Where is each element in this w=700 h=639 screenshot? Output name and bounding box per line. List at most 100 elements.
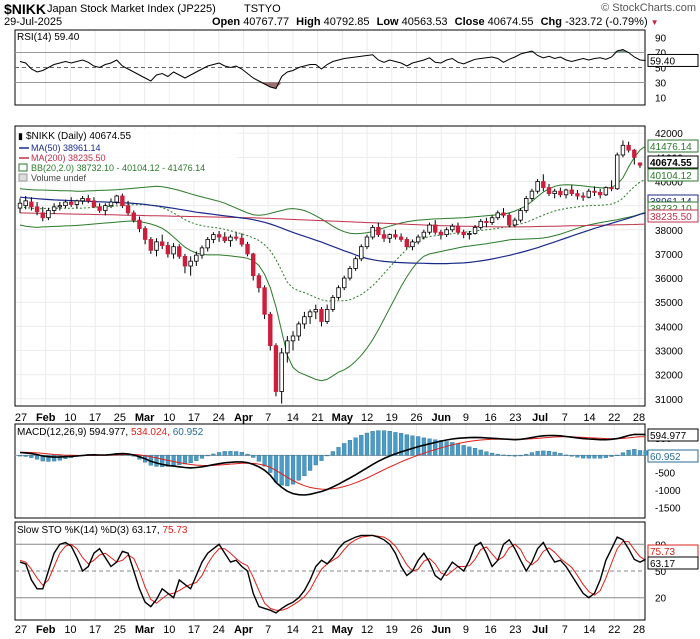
candle-body — [114, 195, 119, 203]
macd-histogram-bar — [501, 454, 506, 456]
candle-body — [160, 241, 165, 246]
candle-body — [188, 260, 193, 267]
x-axis-label: 28 — [633, 412, 645, 424]
candle-body — [80, 198, 85, 202]
macd-histogram-bar — [17, 455, 23, 457]
macd-histogram-bar — [194, 455, 199, 461]
macd-histogram-bar — [290, 455, 296, 485]
candle-body — [46, 210, 51, 219]
macd-histogram-bar — [620, 452, 626, 456]
candle-body — [552, 190, 557, 194]
macd-line — [19, 433, 646, 496]
macd-legend-part: 60.952 — [173, 427, 204, 438]
price-ytick: 31000 — [655, 395, 683, 406]
candle-body — [154, 241, 159, 251]
candle-body — [427, 224, 432, 233]
candle-body — [182, 255, 188, 267]
price-ytick: 36000 — [655, 274, 683, 285]
macd-ytick: -1500 — [655, 504, 681, 515]
candle-body — [302, 316, 307, 325]
macd-histogram-bar — [512, 455, 517, 457]
candle-body — [148, 239, 154, 251]
x-axis-label: Feb — [36, 624, 56, 636]
macd-histogram-bar — [199, 455, 205, 459]
candle-body — [131, 212, 136, 221]
candle-body — [563, 189, 569, 196]
price-tag: 38235.50 — [650, 212, 692, 223]
sto-legend-part: 75.73 — [162, 525, 187, 536]
candle-body — [609, 187, 614, 190]
macd-histogram-bar — [563, 454, 569, 456]
candle-body — [228, 236, 233, 242]
candle-body — [472, 226, 478, 234]
price-panel — [14, 125, 646, 407]
candle-body — [438, 231, 444, 236]
price-tag: 40674.55 — [650, 158, 692, 169]
macd-histogram-bar — [478, 449, 483, 456]
x-axis-label: 21 — [312, 412, 324, 424]
macd-histogram-bar — [228, 451, 233, 456]
macd-histogram-bar — [296, 455, 301, 481]
macd-histogram-bar — [177, 455, 182, 465]
candle-body — [461, 231, 466, 236]
macd-histogram-bar — [586, 455, 591, 459]
change-label: Chg — [540, 16, 562, 28]
macd-histogram-bar — [552, 451, 557, 456]
macd-histogram-bar — [279, 455, 284, 486]
x-axis-label: 27 — [15, 412, 27, 424]
sto-k-tag: 63.17 — [650, 559, 675, 570]
x-axis-label: Jun — [431, 412, 451, 424]
candle-body — [421, 231, 427, 238]
x-axis-label: Apr — [234, 412, 254, 424]
x-axis-label: 17 — [188, 624, 200, 636]
macd-histogram-bar — [251, 455, 256, 458]
candle-body — [74, 200, 80, 205]
candle-body — [222, 236, 227, 242]
x-axis-label: 21 — [312, 624, 324, 636]
macd-histogram-bar — [598, 455, 603, 459]
macd-histogram-bar — [455, 443, 461, 456]
candle-body — [17, 202, 23, 209]
x-axis-label: 25 — [114, 624, 126, 636]
price-ytick: 40000 — [655, 178, 683, 189]
price-ytick: 32000 — [655, 371, 683, 382]
x-axis-label: 12 — [361, 412, 373, 424]
bb-legend-swatch — [18, 163, 28, 172]
sto-ytick: 50 — [655, 567, 667, 578]
macd-ytick: -1000 — [655, 486, 681, 497]
x-axis-label: 24 — [213, 412, 225, 424]
candle-body — [359, 246, 364, 260]
candle-body — [393, 234, 398, 238]
macd-histogram-bar — [421, 437, 426, 456]
x-axis-label: Jun — [431, 624, 451, 636]
candle-body — [199, 247, 205, 256]
sto-legend-part: 63.17, — [132, 525, 163, 536]
candle-body — [216, 234, 222, 238]
candle-body — [512, 219, 518, 226]
macd-histogram-bar — [410, 435, 415, 456]
candle-body — [86, 198, 91, 202]
x-axis-label: 7 — [265, 624, 271, 636]
macd-histogram-bar — [205, 455, 210, 457]
macd-histogram-bar — [239, 452, 244, 456]
candle-body — [40, 212, 45, 219]
price-ytick: 35000 — [655, 298, 683, 309]
candle-body — [450, 225, 455, 231]
candle-body — [546, 187, 552, 194]
x-axis-label: Apr — [234, 624, 254, 636]
date-label: 29-Jul-2025 — [4, 16, 63, 28]
macd-histogram-bar — [569, 455, 574, 457]
price-tag-box — [647, 168, 699, 182]
macd-histogram-bar — [490, 452, 495, 456]
candle-body — [245, 243, 250, 255]
candle-body — [381, 234, 387, 239]
price-tag: 41476.14 — [650, 142, 692, 153]
macd-histogram-bar — [518, 455, 523, 457]
x-axis-label: 17 — [89, 624, 101, 636]
macd-histogram-bar — [450, 442, 455, 456]
macd-panel — [14, 423, 646, 519]
x-axis-label: 23 — [509, 412, 521, 424]
candle-body — [103, 205, 108, 211]
x-axis-label: 12 — [361, 624, 373, 636]
candle-body — [455, 225, 461, 233]
